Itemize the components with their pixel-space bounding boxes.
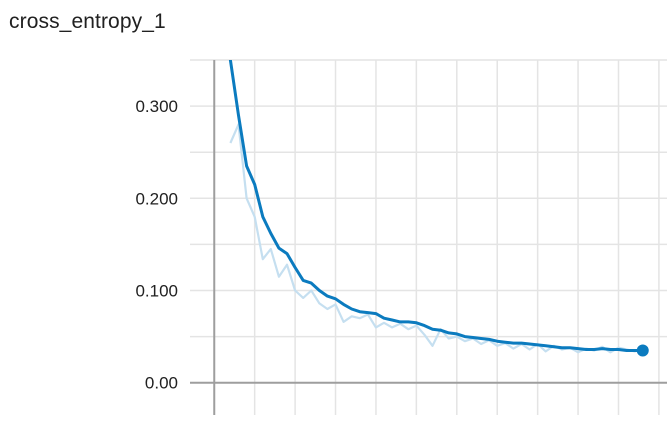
y-tick-label: 0.300: [135, 97, 178, 116]
y-tick-label: 0.00: [145, 374, 178, 393]
y-tick-label: 0.100: [135, 282, 178, 301]
chart-title: cross_entropy_1: [9, 10, 166, 33]
grid-lines: [190, 59, 667, 415]
smoothed-series-line: [228, 60, 645, 352]
last-point-marker: [636, 344, 649, 357]
tick-labels: 0.00 0.100 0.200 0.300: [135, 97, 178, 393]
series-layer: [228, 60, 649, 357]
raw-series-line: [229, 123, 643, 354]
axes: [190, 60, 667, 415]
y-tick-label: 0.200: [135, 189, 178, 208]
